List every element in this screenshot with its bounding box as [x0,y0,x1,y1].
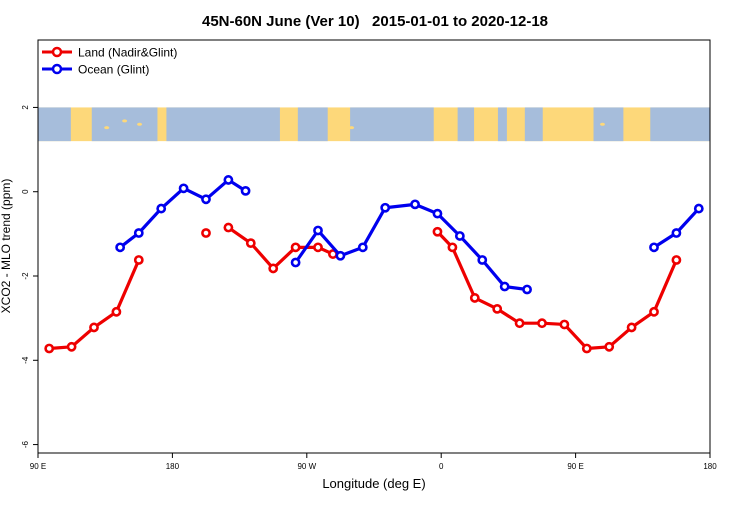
map-band-ocean [297,107,328,142]
data-point [559,319,570,330]
data-point [447,242,458,253]
plot-frame [37,39,711,454]
map-band-island [137,122,143,126]
x-tick-label: 0 [439,462,444,471]
data-point [201,194,211,205]
data-point [499,281,510,292]
data-point [454,231,465,241]
data-point [111,306,122,317]
series-line [653,207,700,249]
y-tick-label: 0 [21,189,30,194]
data-point [492,303,503,314]
data-point [44,343,55,354]
data-point [469,293,480,303]
data-point [268,263,279,274]
data-point [671,228,682,238]
data-point [66,341,77,352]
data-point [380,202,391,213]
map-band-ocean [350,107,434,142]
y-tick-label: 2 [21,105,30,110]
data-point [313,242,323,253]
x-axis-label: Longitude (deg E) [322,476,425,491]
data-point [410,199,420,210]
legend-ocean-marker [51,63,63,75]
map-band-island [104,126,110,130]
data-point [626,322,637,333]
y-axis-label: XCO2 - MLO trend (ppm) [0,179,13,314]
chart-title: 45N-60N June (Ver 10) 2015-01-01 to 2020… [202,13,548,30]
data-point [693,203,704,214]
series-1 [115,175,704,295]
data-point [537,318,547,329]
data-point [240,185,251,196]
data-point [514,318,525,329]
data-point [581,343,592,354]
map-band-island [122,119,128,123]
data-point [313,225,323,236]
data-point [133,255,144,265]
data-point [223,222,234,233]
legend-land-marker [51,46,63,58]
data-point [201,228,211,238]
x-axis: 90 E 180 90 W 0 90 E 180 [30,453,717,471]
data-point [649,242,659,253]
series-layer [44,175,704,354]
x-tick-label: 90 W [297,462,316,471]
data-point [89,322,99,333]
data-point [290,257,301,268]
map-band-island [580,119,586,123]
map-band-island [599,122,605,126]
map-band-ocean [457,107,475,142]
map-band-island [292,122,298,126]
legend-ocean-label: Ocean (Glint) [78,63,149,77]
x-tick-label: 90 E [30,462,46,471]
data-point [477,255,488,265]
map-band-ocean [650,107,710,142]
map-band-ocean [166,107,280,142]
data-point [133,228,144,238]
series-line [49,259,141,351]
y-tick-label: -4 [21,356,30,364]
data-point [604,341,615,352]
legend-land-label: Land (Nadir&Glint) [78,46,177,60]
x-tick-label: 90 E [567,462,583,471]
data-point [156,203,167,214]
x-tick-label: 180 [703,462,717,471]
map-band-island [349,126,355,130]
map-band-island [334,116,340,120]
map-band-ocean [524,107,543,142]
y-tick-label: -6 [21,440,30,448]
data-point [432,226,443,237]
data-point [290,242,301,253]
map-band-ocean [91,107,158,142]
data-point [245,238,256,249]
data-point [178,183,189,194]
data-point [335,250,346,261]
y-tick-label: -2 [21,272,30,280]
map-band-ocean [38,107,71,142]
data-point [223,175,234,185]
data-point [432,208,443,219]
map-band-ocean [497,107,507,142]
data-point [522,284,532,295]
series-0 [44,222,682,354]
data-point [671,255,682,265]
series-line [294,202,528,292]
x-tick-label: 180 [166,462,180,471]
legend: Land (Nadir&Glint) Ocean (Glint) [42,46,177,77]
map-band-ocean [593,107,624,142]
data-point [649,306,659,317]
data-point [357,242,368,253]
y-axis: -6 -4 -2 0 2 [21,105,38,448]
map-band [38,107,710,142]
data-point [115,242,126,253]
